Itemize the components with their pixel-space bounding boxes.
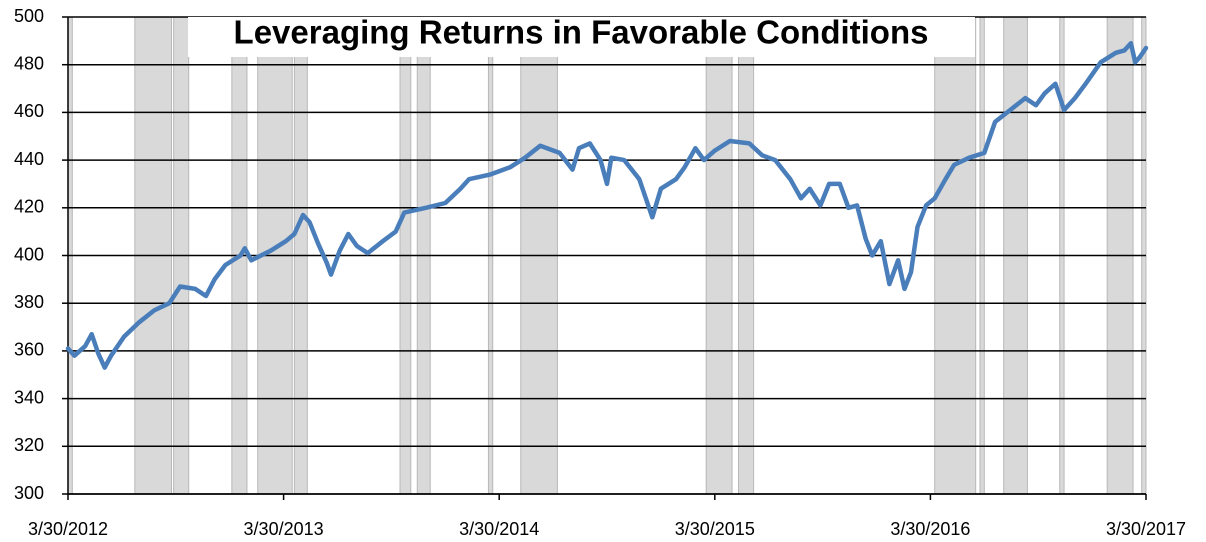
y-tick-label: 460	[14, 101, 44, 121]
y-tick-label: 420	[14, 197, 44, 217]
x-tick-label: 3/30/2017	[1106, 519, 1186, 539]
y-tick-label: 480	[14, 53, 44, 73]
y-tick-label: 380	[14, 292, 44, 312]
plot-layer	[65, 40, 1149, 370]
title-box	[188, 17, 975, 57]
x-tick-label: 3/30/2013	[244, 519, 324, 539]
x-tick-label: 3/30/2015	[675, 519, 755, 539]
chart-title: Leveraging Returns in Favorable Conditio…	[234, 14, 929, 51]
x-tick-label: 3/30/2014	[459, 519, 539, 539]
y-tick-label: 300	[14, 483, 44, 503]
y-tick-label: 320	[14, 435, 44, 455]
y-tick-label: 440	[14, 149, 44, 169]
y-tick-label: 500	[14, 6, 44, 26]
y-tick-label: 400	[14, 244, 44, 264]
y-tick-label: 340	[14, 387, 44, 407]
y-tick-label: 360	[14, 340, 44, 360]
x-tick-label: 3/30/2012	[28, 519, 108, 539]
x-tick-label: 3/30/2016	[890, 519, 970, 539]
data-line	[65, 40, 1149, 370]
